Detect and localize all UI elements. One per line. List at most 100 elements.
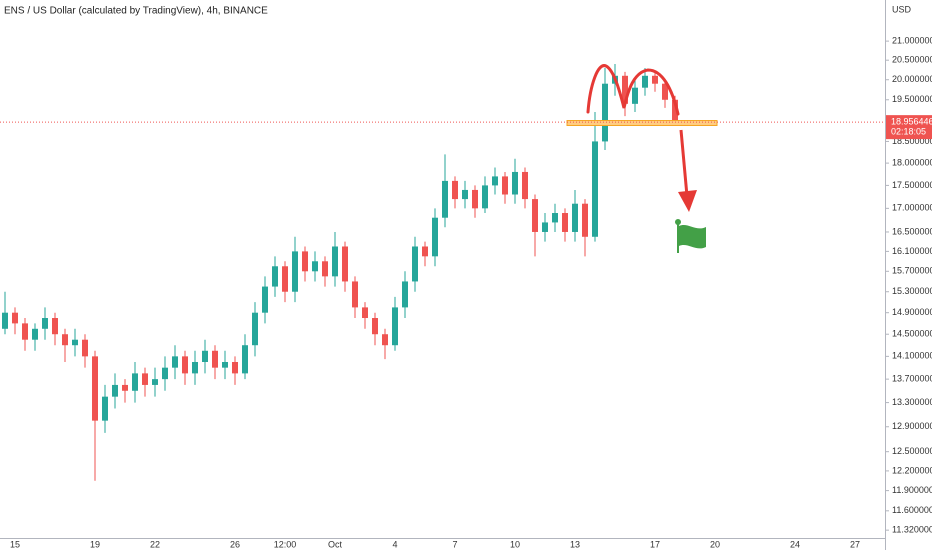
candle-body [22,323,28,340]
x-tick-label: 10 [510,539,520,549]
candle-body [52,318,58,335]
x-tick-label: 13 [570,539,580,549]
candle-body [102,396,108,421]
y-tick-label: 12.5000000 [892,446,932,456]
drawings [566,64,718,253]
candle-body [142,373,148,385]
y-tick-label: 18.5000000 [892,136,932,146]
x-tick-label: 12:00 [274,539,297,549]
y-tick-label: 11.3200000 [892,525,932,535]
candle-body [422,246,428,257]
y-tick-label: 18.0000000 [892,157,932,167]
candle-body [302,251,308,272]
candle-body [672,99,678,123]
x-tick-label: 20 [710,539,720,549]
candle-body [382,334,388,346]
support-zone [566,120,718,126]
candle-body [312,261,318,272]
candle-body [462,189,468,200]
flag [679,225,706,249]
y-tick-label: 15.3000000 [892,286,932,296]
candle-body [442,180,448,218]
candle-body [622,75,628,104]
candle-body [12,312,18,324]
y-tick-label: 16.5000000 [892,226,932,236]
candle-body [512,171,518,195]
candle-body [292,251,298,292]
candle-body [222,361,228,368]
y-tick-label: 14.1000000 [892,351,932,361]
y-tick-label: 11.9000000 [892,485,932,495]
x-tick-label: 24 [790,539,800,549]
candle-body [482,185,488,209]
pattern-curve [586,64,680,116]
candle-body [452,180,458,200]
y-tick-label: 12.2000000 [892,465,932,475]
y-tick-label: 20.0000000 [892,74,932,84]
candle-body [252,312,258,346]
candle-body [322,261,328,277]
candle-body [522,171,528,200]
y-tick-label: 11.6000000 [892,505,932,515]
candle-body [112,384,118,397]
y-tick-label: 17.5000000 [892,180,932,190]
y-tick-label: 16.1000000 [892,246,932,256]
last-price-box [886,115,932,140]
y-tick-label: 13.3000000 [892,397,932,407]
candle-body [492,176,498,186]
candle-body [542,222,548,232]
candle-body [342,246,348,282]
candle-body [92,356,98,421]
candle-body [2,312,8,329]
candle-body [652,75,658,84]
arrow-shaft [679,129,689,197]
candle-body [122,384,128,391]
candle-body [192,361,198,374]
candle-body [432,217,438,257]
candle-body [152,379,158,385]
candle-body [82,339,88,357]
candle-body [232,361,238,374]
y-tick-label: 13.7000000 [892,374,932,384]
candle-body [262,286,268,313]
candle-body [402,281,408,308]
candle-body [62,334,68,346]
y-axis-unit: USD [892,4,912,14]
y-tick-label: 15.7000000 [892,266,932,276]
y-tick-label: 17.0000000 [892,203,932,213]
y-tick-label: 14.5000000 [892,329,932,339]
arrow-head [678,190,697,212]
x-tick-label: 15 [10,539,20,549]
candle-body [132,373,138,391]
x-tick-label: 19 [90,539,100,549]
candle-body [592,141,598,237]
y-tick-label: 14.9000000 [892,307,932,317]
candle-body [562,213,568,232]
candle-body [472,189,478,209]
candle-body [212,350,218,368]
candle-body [272,266,278,287]
candle-body [242,345,248,374]
candle-body [412,246,418,282]
candle-body [362,307,368,319]
y-tick-label: 20.5000000 [892,55,932,65]
x-tick-label: Oct [328,539,343,549]
candle-body [202,350,208,362]
x-tick-label: 4 [392,539,397,549]
candle-body [532,199,538,232]
x-tick-label: 27 [850,539,860,549]
candle-body [632,87,638,104]
candle-body [372,318,378,335]
candle-body [352,281,358,308]
candle-body [552,213,558,223]
candles [2,64,678,481]
candle-body [172,356,178,368]
candle-body [392,307,398,346]
candle-body [662,83,668,100]
candle-body [572,203,578,232]
x-tick-label: 26 [230,539,240,549]
candle-body [72,339,78,346]
